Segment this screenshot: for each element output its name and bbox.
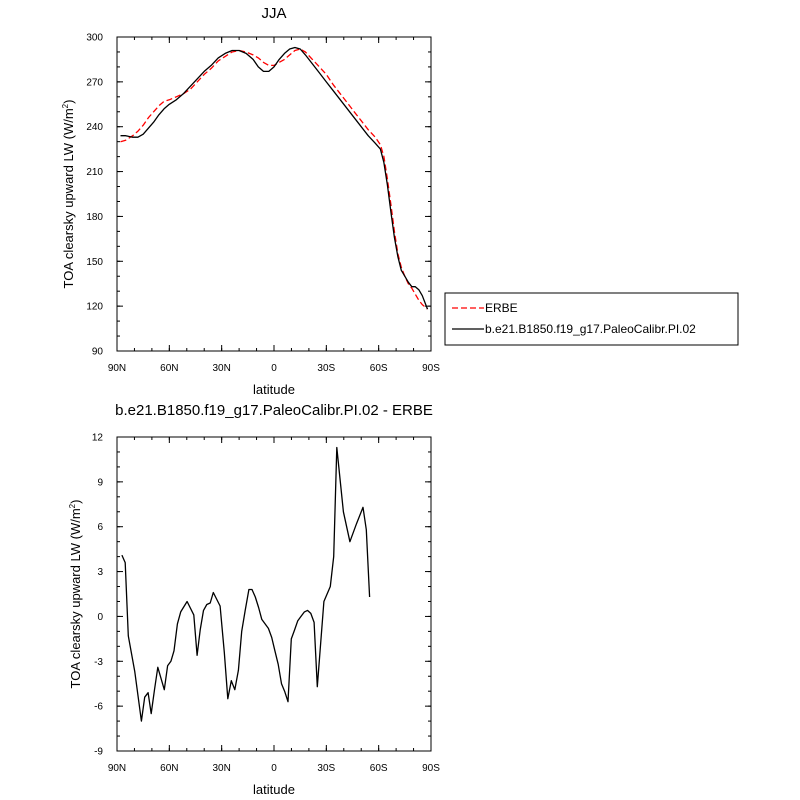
plot-frame — [116, 36, 432, 352]
x-tick-label: 90S — [422, 363, 440, 374]
x-tick-label: 30S — [317, 763, 335, 774]
plot-frame — [116, 436, 432, 752]
series-line-0 — [121, 446, 371, 722]
x-tick-label: 90S — [422, 763, 440, 774]
y-tick-label: 6 — [97, 522, 103, 533]
y-axis-label: TOA clearsky upward LW (W/m2) — [61, 100, 76, 289]
series-line-0 — [120, 48, 428, 310]
legend-box — [444, 292, 739, 346]
chart-title: b.e21.B1850.f19_g17.PaleoCalibr.PI.02 - … — [115, 402, 433, 419]
y-tick-label: 270 — [86, 77, 103, 88]
x-tick-label: 60S — [370, 763, 388, 774]
y-tick-label: 210 — [86, 167, 103, 178]
y-tick-label: 300 — [86, 33, 103, 44]
y-tick-label: 0 — [97, 612, 103, 623]
y-axis-ticks: 90 120 150 180 210 240 270 300 — [86, 33, 431, 358]
x-tick-label: 30N — [212, 363, 230, 374]
series-layer — [120, 46, 429, 310]
y-tick-label: -9 — [94, 747, 103, 758]
y-axis-label-close: ) — [61, 100, 76, 104]
x-axis-ticks: 90N 60N 30N 0 30S 60S 90S — [108, 37, 440, 374]
y-axis-label-superscript: 2 — [68, 503, 77, 508]
y-tick-label: 120 — [86, 302, 103, 313]
legend-erbe-label: ERBE — [485, 301, 518, 315]
y-tick-label: 3 — [97, 567, 103, 578]
y-axis-label-superscript: 2 — [61, 103, 70, 108]
y-axis-label: TOA clearsky upward LW (W/m2) — [68, 500, 83, 689]
chart-top: JJA 90 120 150 180 210 240 270 300 90N 60N 30N 0 30… — [61, 5, 739, 397]
series-line-1 — [120, 46, 429, 310]
x-tick-label: 90N — [108, 363, 126, 374]
y-axis-label-main: TOA clearsky upward LW (W/m — [68, 508, 83, 688]
legend: ERBE b.e21.B1850.f19_g17.PaleoCalibr.PI.… — [444, 292, 739, 346]
y-tick-label: 9 — [97, 477, 103, 488]
chart-title: JJA — [261, 5, 286, 22]
x-tick-label: 60N — [160, 763, 178, 774]
x-axis-ticks: 90N 60N 30N 0 30S 60S 90S — [108, 437, 440, 774]
y-tick-label: 180 — [86, 212, 103, 223]
y-tick-label: 150 — [86, 257, 103, 268]
x-tick-label: 30N — [212, 763, 230, 774]
y-tick-label: -3 — [94, 657, 103, 668]
y-tick-label: 12 — [92, 433, 104, 444]
legend-model-label: b.e21.B1850.f19_g17.PaleoCalibr.PI.02 — [485, 322, 696, 336]
y-tick-label: -6 — [94, 702, 103, 713]
y-tick-label: 240 — [86, 122, 103, 133]
x-tick-label: 30S — [317, 363, 335, 374]
x-tick-label: 90N — [108, 763, 126, 774]
y-axis-label-close: ) — [68, 500, 83, 504]
x-tick-label: 60S — [370, 363, 388, 374]
x-axis-label: latitude — [253, 382, 295, 397]
y-tick-label: 90 — [92, 347, 104, 358]
chart-bottom: b.e21.B1850.f19_g17.PaleoCalibr.PI.02 - … — [68, 402, 440, 797]
x-tick-label: 0 — [271, 763, 277, 774]
x-tick-label: 60N — [160, 363, 178, 374]
series-layer — [121, 446, 371, 722]
y-axis-label-main: TOA clearsky upward LW (W/m — [61, 108, 76, 288]
x-tick-label: 0 — [271, 363, 277, 374]
x-axis-label: latitude — [253, 782, 295, 797]
